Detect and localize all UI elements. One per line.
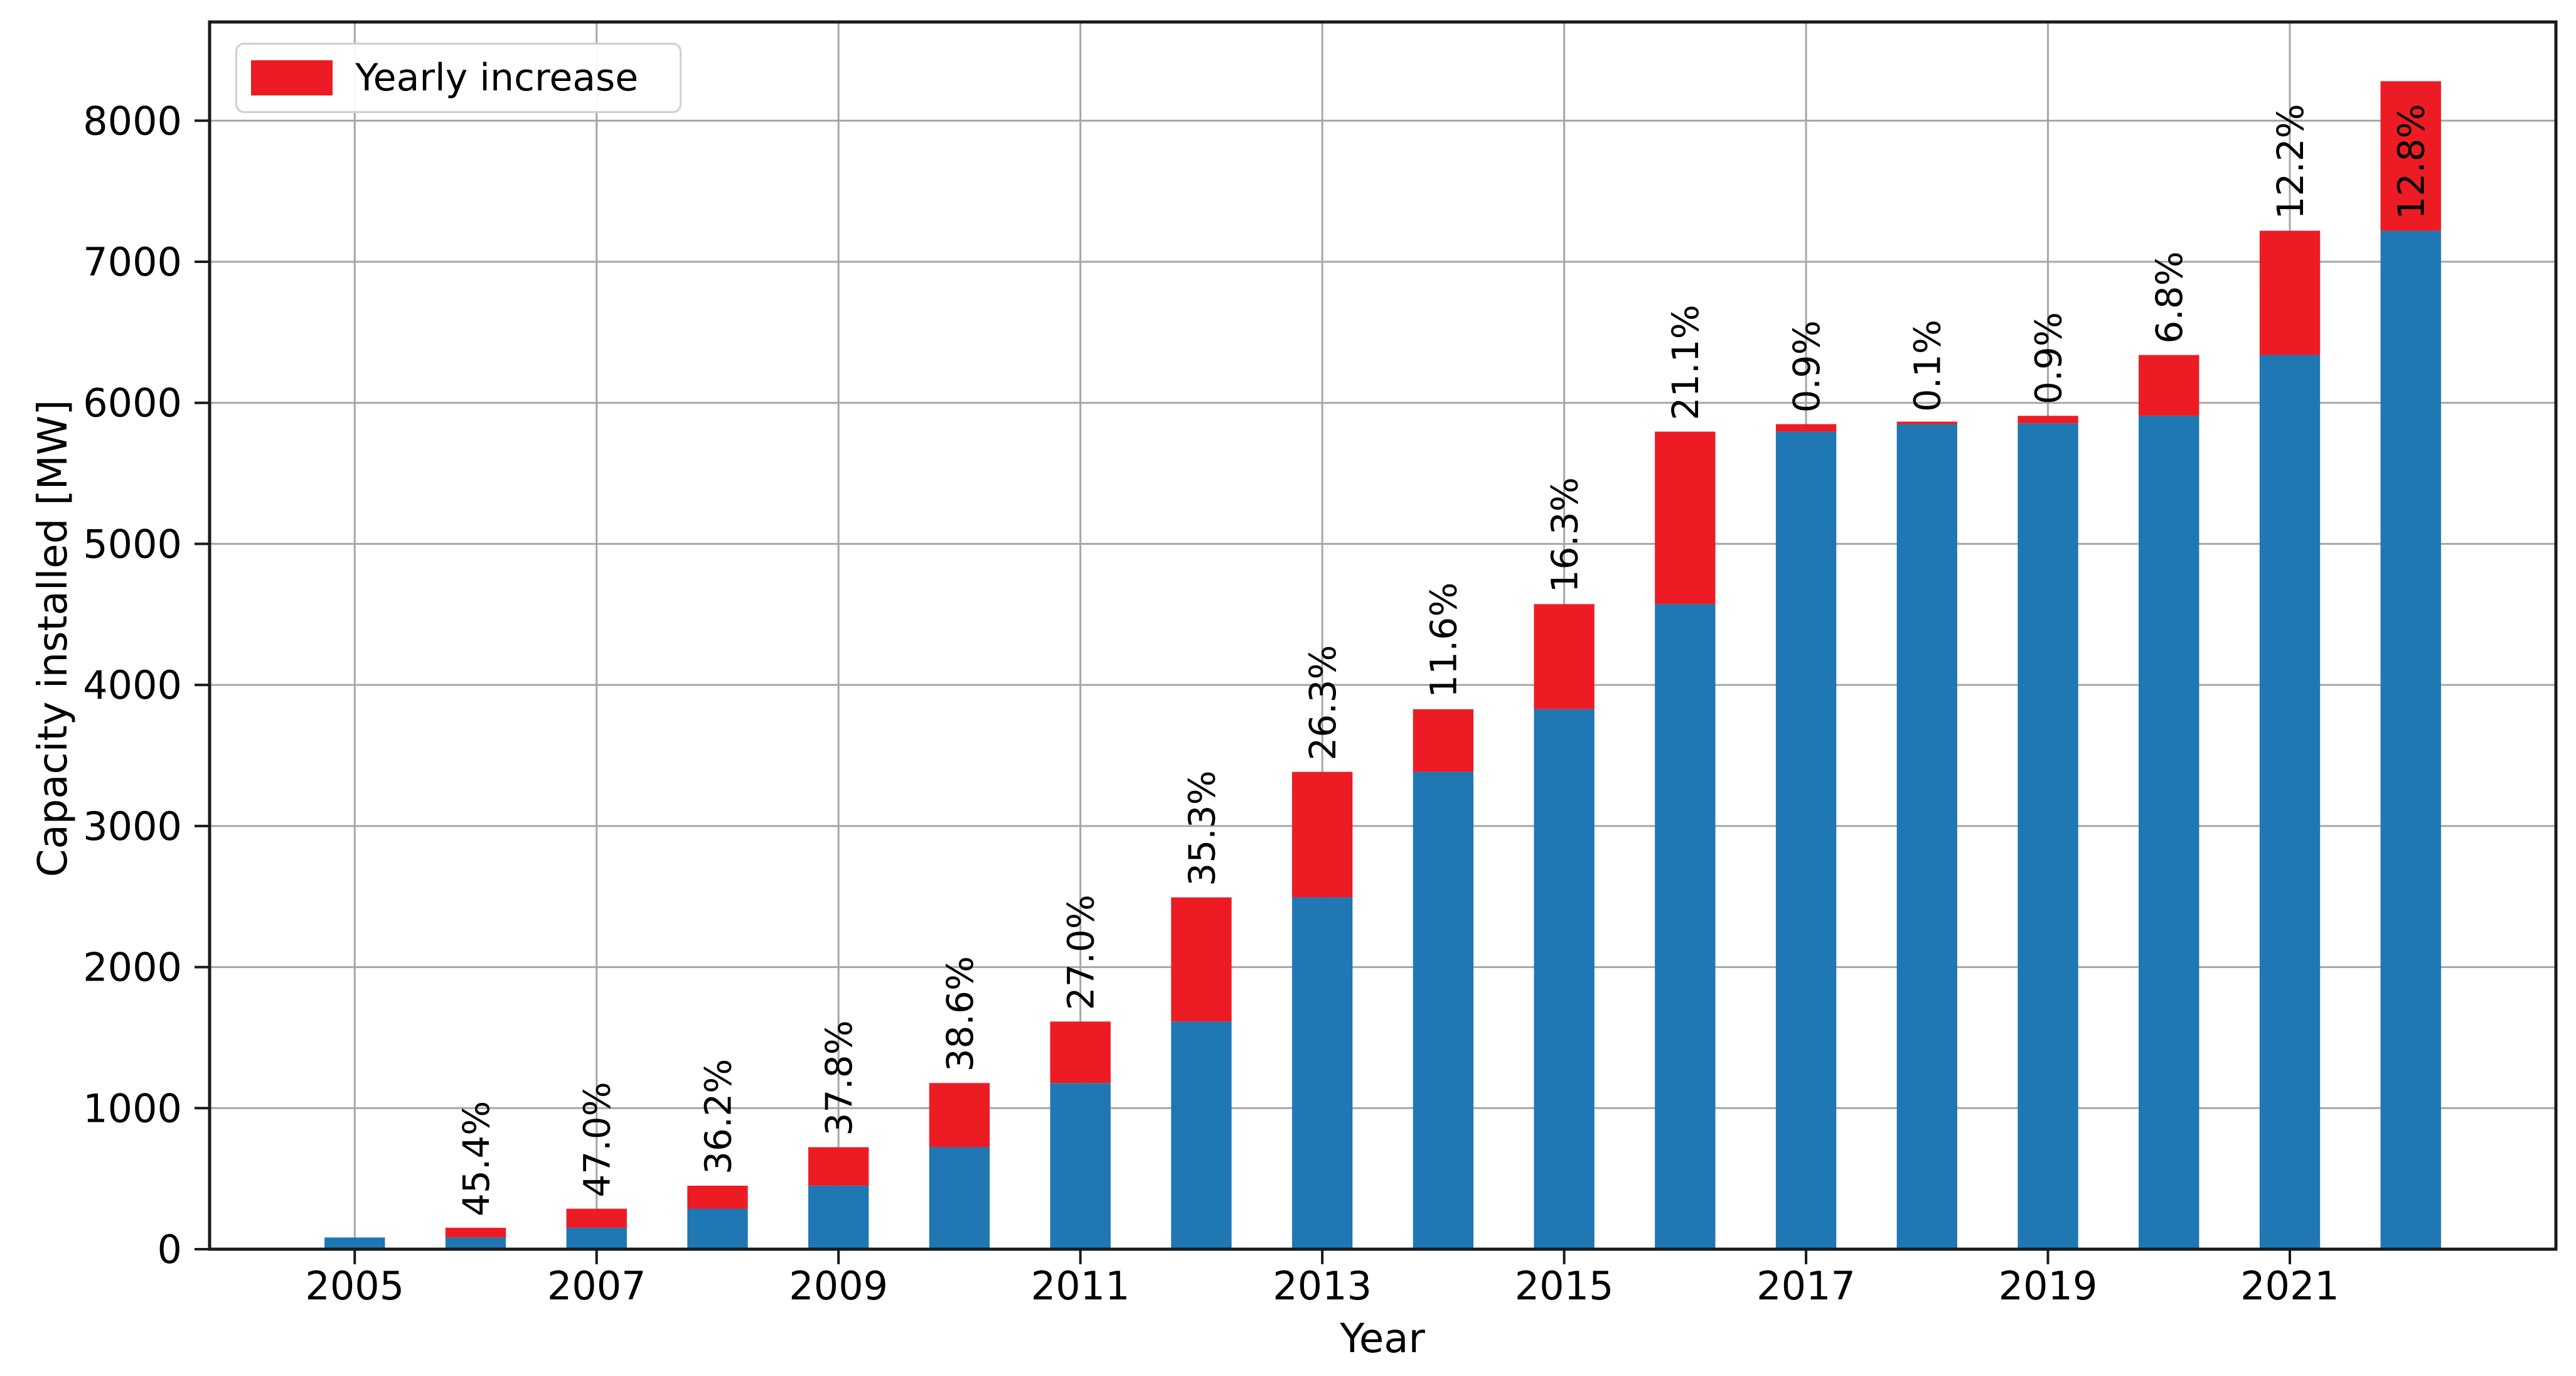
bar-increase-segment [1413, 709, 1474, 772]
bar-percent-label: 36.2% [697, 1059, 739, 1174]
bar-percent-label: 0.9% [1785, 320, 1828, 412]
legend-swatch-yearly-increase [251, 60, 333, 95]
bar-percent-label: 37.8% [818, 1020, 860, 1136]
bar-percent-label: 12.8% [2390, 104, 2433, 219]
x-tick-label: 2017 [1756, 1263, 1856, 1309]
bar-base-segment [1050, 1083, 1111, 1249]
bar-base-segment [1413, 771, 1474, 1249]
bar-increase-segment [2018, 416, 2078, 424]
bar-increase-segment [1534, 604, 1595, 709]
legend: Yearly increase [235, 43, 681, 113]
x-axis-title: Year [1340, 1316, 1425, 1362]
x-tick-label: 2011 [1031, 1263, 1130, 1309]
bar-base-segment [1171, 1021, 1232, 1249]
plot-area [208, 20, 2558, 1251]
y-tick-label: 0 [158, 1227, 182, 1272]
y-tick-label: 8000 [83, 98, 182, 144]
x-tick-label: 2021 [2240, 1263, 2339, 1309]
bar-percent-label: 21.1% [1664, 304, 1707, 420]
bar-increase-segment [1050, 1021, 1111, 1083]
bar-base-segment [2259, 355, 2321, 1249]
x-tick-label: 2007 [547, 1263, 646, 1309]
bar-base-segment [1291, 897, 1353, 1249]
y-tick-label: 4000 [83, 662, 182, 708]
y-axis-title: Capacity installed [MW] [30, 399, 77, 878]
y-tick-label: 6000 [83, 380, 182, 426]
bar-increase-segment [1291, 771, 1353, 898]
x-tick-label: 2015 [1515, 1263, 1614, 1309]
x-tick-label: 2005 [305, 1263, 404, 1309]
bar-increase-segment [1896, 421, 1957, 424]
y-tick-label: 5000 [83, 521, 182, 567]
bar-base-segment [929, 1147, 990, 1249]
y-tick-label: 7000 [83, 239, 182, 285]
bar-base-segment [2018, 423, 2078, 1249]
x-tick-label: 2009 [789, 1263, 888, 1309]
bar-percent-label: 11.6% [1423, 583, 1465, 698]
bar-increase-segment [2139, 355, 2199, 416]
bar-percent-label: 12.2% [2269, 104, 2312, 219]
bar-base-segment [1534, 709, 1595, 1249]
bar-increase-segment [687, 1185, 748, 1209]
bar-percent-label: 16.3% [1543, 477, 1586, 593]
bar-increase-segment [1655, 431, 1716, 605]
bar-percent-label: 27.0% [1060, 895, 1103, 1010]
bar-base-segment [324, 1237, 385, 1249]
bar-base-segment [1896, 424, 1957, 1249]
bar-increase-segment [808, 1147, 869, 1186]
x-tick-label: 2019 [1999, 1263, 2098, 1309]
bar-percent-label: 45.4% [455, 1101, 498, 1217]
bar-base-segment [2139, 416, 2199, 1249]
bar-percent-label: 38.6% [939, 956, 981, 1072]
bar-percent-label: 35.3% [1180, 770, 1223, 886]
bar-increase-segment [2259, 230, 2321, 355]
bar-percent-label: 6.8% [2148, 251, 2191, 343]
bar-increase-segment [1171, 897, 1232, 1022]
bar-percent-label: 0.1% [1906, 320, 1949, 412]
bar-base-segment [808, 1185, 869, 1249]
bar-base-segment [1775, 431, 1837, 1250]
bar-increase-segment [566, 1208, 627, 1228]
bar-percent-label: 0.9% [2027, 312, 2070, 404]
y-tick-label: 2000 [83, 945, 182, 991]
bar-increase-segment [445, 1227, 506, 1238]
x-tick-label: 2013 [1273, 1263, 1372, 1309]
bar-base-segment [566, 1227, 627, 1249]
y-tick-label: 3000 [83, 804, 182, 849]
bar-base-segment [1655, 604, 1716, 1249]
bar-percent-label: 47.0% [576, 1082, 619, 1197]
bar-increase-segment [1775, 424, 1837, 432]
bar-increase-segment [2380, 81, 2441, 231]
bar-base-segment [445, 1237, 506, 1249]
y-tick-label: 1000 [83, 1085, 182, 1131]
bar-increase-segment [929, 1083, 990, 1148]
bar-percent-label: 26.3% [1301, 645, 1344, 760]
legend-label: Yearly increase [355, 56, 639, 100]
bar-base-segment [2380, 230, 2441, 1249]
bar-base-segment [687, 1208, 748, 1249]
